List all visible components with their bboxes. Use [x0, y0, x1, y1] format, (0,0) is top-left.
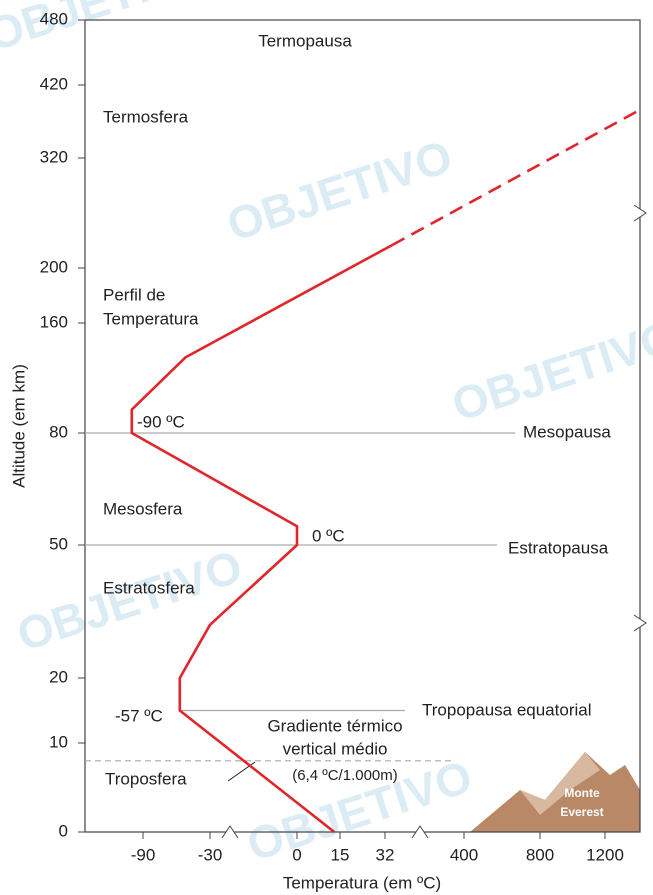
y-tick-label: 200	[40, 257, 68, 276]
annotation: Termopausa	[258, 31, 352, 50]
annotation: Mesopausa	[523, 422, 611, 441]
x-tick-label: 400	[450, 845, 478, 864]
annotation: Monte	[564, 786, 600, 800]
temperature-line	[391, 108, 641, 247]
annotation: Mesosfera	[103, 499, 183, 518]
y-tick-label: 80	[49, 422, 68, 441]
x-tick-label: -30	[198, 845, 223, 864]
plot-frame	[84, 19, 641, 833]
axis-breaks	[221, 204, 647, 839]
temperature-line	[130, 243, 393, 834]
annotation: Tropopausa equatorial	[422, 700, 592, 719]
watermark: OBJETIVO	[221, 130, 458, 251]
y-tick-label: 20	[49, 667, 68, 686]
annotation: vertical médio	[283, 739, 388, 758]
annotation: Temperatura	[103, 309, 199, 328]
x-tick-label: 800	[526, 845, 554, 864]
watermark: OBJETIVO	[446, 310, 653, 431]
annotation: Estratosfera	[103, 578, 195, 597]
y-tick-label: 320	[40, 147, 68, 166]
annotation: Troposfera	[105, 769, 187, 788]
x-tick-label: 15	[331, 845, 350, 864]
annotation: (6,4 ºC/1.000m)	[292, 767, 398, 784]
annotation: Termosfera	[103, 107, 189, 126]
watermark: OBJETIVO	[11, 540, 248, 661]
x-axis-label: Temperatura (em ºC)	[283, 873, 441, 892]
annotation: Estratopausa	[508, 538, 609, 557]
annotation: Gradiente térmico	[267, 716, 402, 735]
x-tick-label: 0	[292, 845, 301, 864]
x-tick-label: 1200	[586, 845, 624, 864]
y-tick-label: 0	[59, 821, 68, 840]
annotation: -57 ºC	[115, 706, 163, 725]
y-tick-label: 480	[40, 9, 68, 28]
annotation: Everest	[560, 805, 603, 819]
y-tick-label: 50	[49, 534, 68, 553]
annotation: -90 ºC	[137, 412, 185, 431]
y-tick-label: 420	[40, 74, 68, 93]
mountain-light	[520, 752, 600, 815]
x-tick-label: 32	[376, 845, 395, 864]
watermark: OBJETIVO	[0, 0, 218, 61]
annotation: Perfil de	[103, 285, 165, 304]
y-axis-label: Altitude (em km)	[9, 364, 28, 488]
y-tick-label: 10	[49, 732, 68, 751]
annotation: 0 ºC	[312, 526, 345, 545]
y-tick-label: 160	[40, 312, 68, 331]
x-tick-label: -90	[131, 845, 156, 864]
